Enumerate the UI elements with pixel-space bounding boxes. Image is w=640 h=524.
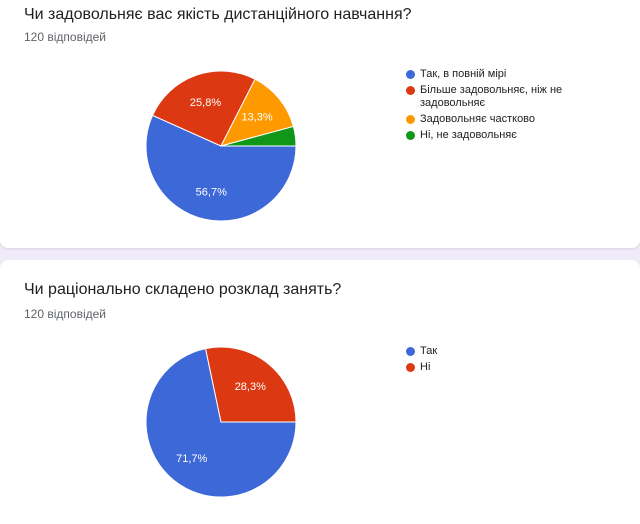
legend-label: Більше задовольняє, ніж не задовольняє bbox=[420, 84, 563, 109]
legend-label: Ні bbox=[420, 361, 431, 373]
legend-swatch bbox=[406, 115, 415, 124]
legend-label: Задовольняє частково bbox=[420, 113, 536, 125]
response-count: 120 відповідей bbox=[24, 307, 106, 321]
pie-chart: 56,7% 25,8% 13,3% bbox=[145, 70, 297, 222]
question-card-2: Чи раціонально складено розклад занять? … bbox=[0, 260, 640, 524]
question-title: Чи задовольняє вас якість дистанційного … bbox=[24, 6, 412, 23]
response-count: 120 відповідей bbox=[24, 30, 106, 44]
legend-label: Ні, не задовольняє bbox=[420, 129, 517, 141]
legend-item: Ні bbox=[406, 361, 590, 374]
slice-label: 25,8% bbox=[190, 97, 221, 109]
legend-swatch bbox=[406, 347, 415, 356]
pie-slice bbox=[220, 125, 297, 147]
chart-legend: Так, в повній мірі Більше задовольняє, ні… bbox=[406, 68, 590, 145]
legend-label: Так bbox=[420, 345, 438, 357]
legend-item: Більше задовольняє, ніж не задовольняє bbox=[406, 84, 590, 110]
legend-item: Так bbox=[406, 345, 590, 358]
question-card-1: Чи задовольняє вас якість дистанційного … bbox=[0, 0, 640, 248]
legend-item: Так, в повній мірі bbox=[406, 68, 590, 81]
chart-legend: Так Ні bbox=[406, 345, 590, 377]
legend-swatch bbox=[406, 70, 415, 79]
legend-swatch bbox=[406, 131, 415, 140]
slice-label: 56,7% bbox=[196, 186, 227, 198]
pie-slice bbox=[145, 114, 297, 222]
pie-slice bbox=[151, 70, 256, 147]
legend-item: Ні, не задовольняє bbox=[406, 129, 590, 142]
slice-label: 28,3% bbox=[235, 381, 266, 393]
pie-slice bbox=[220, 78, 295, 147]
question-title: Чи раціонально складено розклад занять? bbox=[24, 281, 342, 298]
pie-chart: 71,7% 28,3% bbox=[145, 346, 297, 498]
pie-slice bbox=[145, 348, 297, 498]
pie-slice bbox=[204, 346, 297, 423]
slice-label: 13,3% bbox=[242, 112, 273, 124]
slice-label: 71,7% bbox=[176, 453, 207, 465]
legend-item: Задовольняє частково bbox=[406, 113, 590, 126]
legend-swatch bbox=[406, 86, 415, 95]
legend-swatch bbox=[406, 363, 415, 372]
legend-label: Так, в повній мірі bbox=[420, 68, 507, 80]
